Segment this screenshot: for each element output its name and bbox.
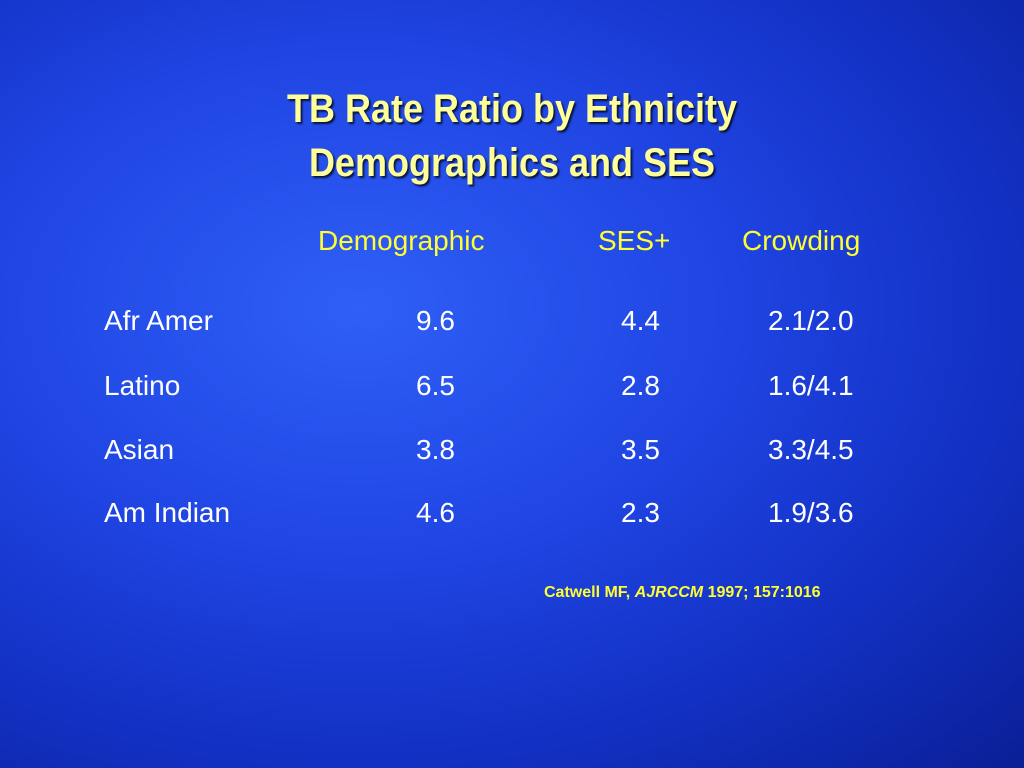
title-line-2: Demographics and SES <box>308 141 716 185</box>
row-label: Am Indian <box>104 497 231 528</box>
cell-demographic: 4.6 <box>416 497 455 528</box>
citation-details: 1997; 157:1016 <box>703 584 821 601</box>
cell-demographic: 6.5 <box>416 370 455 401</box>
column-header-crowding: Crowding <box>742 225 861 256</box>
column-header-ses: SES+ <box>598 225 671 256</box>
cell-crowding: 3.3/4.5 <box>768 434 854 465</box>
row-label: Latino <box>104 370 181 401</box>
cell-crowding: 2.1/2.0 <box>768 305 854 336</box>
row-label: Afr Amer <box>104 305 213 336</box>
citation: Catwell MF, AJRCCM 1997; 157:1016 <box>544 583 821 603</box>
column-header-demographic: Demographic <box>318 225 485 256</box>
cell-demographic: 9.6 <box>416 305 455 336</box>
cell-ses: 2.8 <box>621 370 660 401</box>
cell-ses: 3.5 <box>621 434 660 465</box>
cell-crowding: 1.6/4.1 <box>768 370 854 401</box>
cell-ses: 4.4 <box>621 305 660 336</box>
slide-title: TB Rate Ratio by Ethnicity Demographics … <box>51 82 973 190</box>
citation-journal: AJRCCM <box>634 584 704 601</box>
citation-author: Catwell MF, <box>544 584 635 601</box>
cell-demographic: 3.8 <box>416 434 455 465</box>
cell-crowding: 1.9/3.6 <box>768 497 854 528</box>
row-label: Asian <box>104 434 175 465</box>
cell-ses: 2.3 <box>621 497 660 528</box>
title-line-1: TB Rate Ratio by Ethnicity <box>286 87 738 131</box>
